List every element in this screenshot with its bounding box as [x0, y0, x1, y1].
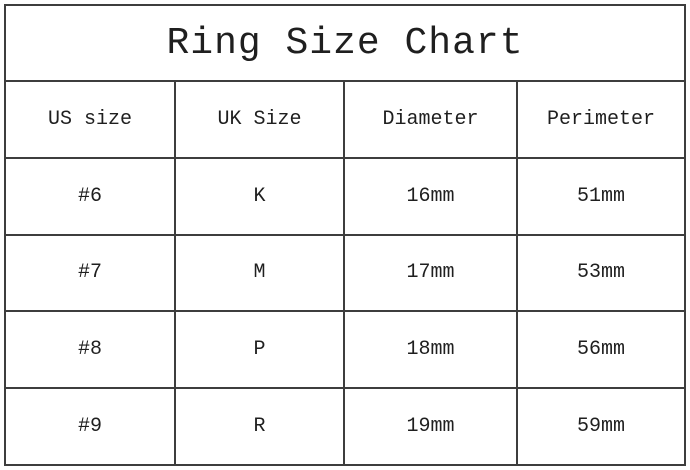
table-cell-us-size: #8 [77, 338, 102, 362]
table-cell-uk-size: M [174, 235, 343, 311]
table-row: #7 M 17mm 53mm [6, 233, 684, 311]
table-cell-diameter: 16mm [343, 158, 516, 234]
table-title: Ring Size Chart [6, 6, 684, 82]
table-cell-diameter: 18mm [343, 312, 516, 388]
table-row: #6 K 16mm 51mm [6, 156, 684, 234]
column-header-us-size: US size [47, 107, 132, 131]
table-cell-perimeter: 53mm [515, 235, 684, 311]
table-cell-perimeter: 56mm [515, 312, 684, 388]
table-cell-us-size: #7 [77, 261, 102, 285]
column-header-diameter: Diameter [343, 82, 516, 157]
table-cell-perimeter: 59mm [515, 389, 684, 464]
ring-size-table: Ring Size Chart US size UK Size Diameter… [4, 4, 686, 466]
table-cell-uk-size: R [174, 389, 343, 464]
column-header-perimeter: Perimeter [515, 82, 684, 157]
table-cell-us-size: #9 [77, 415, 102, 439]
column-header-uk-size: UK Size [174, 82, 343, 157]
table-row: #8 P 18mm 56mm [6, 310, 684, 388]
table-cell-uk-size: P [174, 312, 343, 388]
table-cell-diameter: 17mm [343, 235, 516, 311]
table-header-row: US size UK Size Diameter Perimeter [6, 82, 684, 157]
table-row: #9 R 19mm 59mm [6, 387, 684, 464]
table-cell-diameter: 19mm [343, 389, 516, 464]
table-cell-us-size: #6 [77, 184, 102, 208]
table-cell-perimeter: 51mm [515, 158, 684, 234]
table-cell-uk-size: K [174, 158, 343, 234]
